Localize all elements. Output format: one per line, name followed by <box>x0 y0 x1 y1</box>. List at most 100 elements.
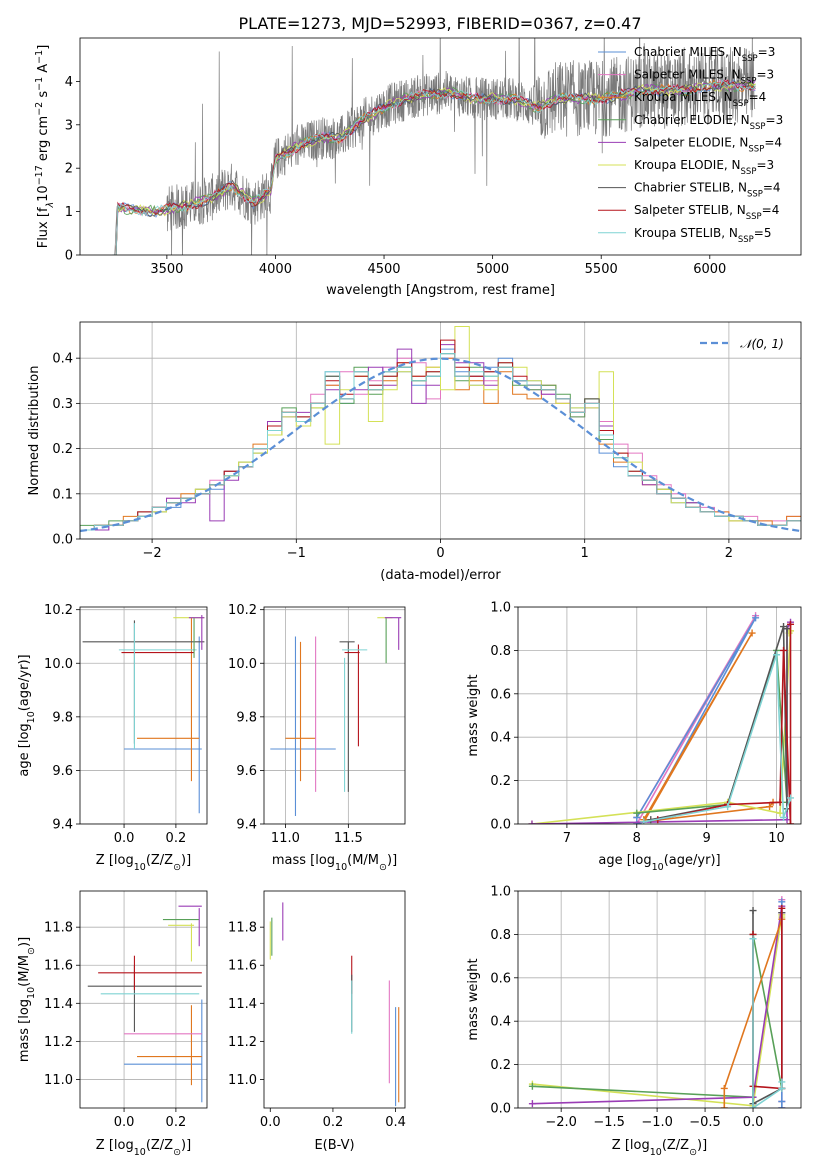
legend-n: =3 <box>766 113 784 127</box>
legend-entry: Chabrier MILES, NSSP=3 <box>634 45 775 64</box>
legend-n: =4 <box>749 90 767 104</box>
legend-entry: Chabrier STELIB, NSSP=4 <box>634 181 781 200</box>
weight-marker <box>766 803 774 811</box>
y-tick-label: 0.2 <box>490 1058 511 1073</box>
weight-marker <box>720 1104 728 1108</box>
plot-layer <box>518 891 801 1108</box>
weight-marker <box>778 1078 786 1086</box>
x-tick-label: −2 <box>143 546 162 561</box>
weight-marker <box>778 1084 786 1092</box>
axes-mass_vs_Z: 0.0 0.211.011.211.411.611.8Z [log10(Z/Z⊙)… <box>17 890 208 1158</box>
y-axis-label-part: )] <box>17 937 32 947</box>
legend-n: =5 <box>754 226 772 240</box>
y-tick-label: 0.2 <box>52 442 73 457</box>
axes-frame <box>517 606 802 825</box>
x-axis-label-part: 10 <box>650 1147 662 1158</box>
x-axis-label-part: (M/M <box>347 853 379 868</box>
plot-area <box>80 891 207 1108</box>
y-tick-label: 0.4 <box>490 1015 511 1030</box>
x-axis-label-part: ⊙ <box>689 1147 697 1158</box>
y-tick-label: 9.6 <box>52 764 73 779</box>
weight-marker <box>640 818 648 824</box>
x-tick-label: 6000 <box>693 262 726 277</box>
legend-n: =4 <box>762 203 780 217</box>
weight-marker <box>748 629 756 637</box>
y-axis-label-part: age [log <box>17 723 32 776</box>
y-axis-label-part: ] <box>36 45 51 50</box>
x-axis-label-part: (age/yr)] <box>664 853 721 868</box>
x-tick-label: 8 <box>633 831 641 846</box>
y-axis-label-part: −1 <box>34 77 45 91</box>
y-tick-label: 11.6 <box>228 959 257 974</box>
legend-sub: SSP <box>750 122 766 132</box>
plot-layer <box>80 322 801 539</box>
legend-n: =3 <box>756 68 774 82</box>
x-tick-label: −1 <box>287 546 306 561</box>
legend-n: =3 <box>758 45 776 59</box>
y-axis-label-part: −17 <box>34 165 45 185</box>
y-tick-label: 0.0 <box>490 818 511 833</box>
weight-marker <box>773 651 781 659</box>
x-axis-label-part: mass [log <box>272 853 335 868</box>
y-axis-label-part: 10 <box>36 185 51 202</box>
legend-text: Kroupa ELODIE, N <box>634 158 741 172</box>
plot-layer <box>80 891 207 1108</box>
legend-sub: SSP <box>741 167 757 177</box>
x-axis-label-part: (Z/Z <box>662 1138 689 1153</box>
figure-title: PLATE=1273, MJD=52993, FIBERID=0367, z=0… <box>238 14 641 33</box>
y-tick-label: 1.0 <box>490 601 511 616</box>
x-axis-label: wavelength [Angstrom, rest frame] <box>326 283 555 298</box>
legend-text: Salpeter MILES, N <box>634 68 741 82</box>
x-tick-label: −1.5 <box>593 1115 625 1130</box>
weight-marker <box>778 898 786 906</box>
y-axis-label-part: (M/M <box>17 955 32 987</box>
x-tick-label: 0.0 <box>114 1115 135 1130</box>
plot-area <box>518 607 801 824</box>
plot-layer <box>518 607 801 824</box>
legend-text: Kroupa MILES, N <box>634 90 733 104</box>
axes-frame <box>79 606 208 825</box>
x-axis-label-part: 10 <box>335 862 347 873</box>
x-axis-label-part: 10 <box>134 862 146 873</box>
weight-marker <box>720 1084 728 1092</box>
y-tick-label: 9.4 <box>52 818 73 833</box>
axes-frame <box>517 890 802 1109</box>
x-tick-label: 1 <box>581 546 589 561</box>
legend-text: Chabrier MILES, N <box>634 45 742 59</box>
y-axis-label-part: 10 <box>26 987 37 999</box>
y-tick-label: 0.4 <box>490 731 511 746</box>
y-tick-label: 0 <box>65 249 73 264</box>
weight-marker <box>528 1100 536 1108</box>
hist-kroupa-stelib <box>80 353 801 539</box>
y-tick-label: 10.2 <box>44 603 73 618</box>
y-tick-label: 11.4 <box>44 997 73 1012</box>
weight-marker <box>528 820 536 824</box>
x-tick-label: 0.0 <box>260 1115 281 1130</box>
x-tick-label: −1.0 <box>641 1115 673 1130</box>
legend-entry: Salpeter STELIB, NSSP=4 <box>634 203 779 222</box>
y-axis-label-part: A <box>36 64 51 77</box>
x-axis-label-part: (Z/Z <box>146 853 173 868</box>
legend-sub: SSP <box>742 54 758 64</box>
y-tick-label: 0.6 <box>490 687 511 702</box>
weight-marker <box>724 803 732 811</box>
y-tick-label: 11.0 <box>228 1073 257 1088</box>
axes-frame <box>79 37 802 256</box>
y-axis-label: Normed distribution <box>27 366 42 496</box>
x-axis-label: (data-model)/error <box>380 568 501 583</box>
x-tick-label: 0.0 <box>743 1115 764 1130</box>
y-axis-label-part: erg cm <box>36 116 51 165</box>
y-tick-label: 9.4 <box>236 818 257 833</box>
x-axis-label-part: )] <box>181 853 191 868</box>
model-spectrum-salpeter-elodie <box>112 79 756 255</box>
legend-text: Chabrier ELODIE, N <box>634 113 750 127</box>
weight-marker <box>752 614 760 622</box>
y-axis-label-part: λ <box>45 202 56 209</box>
legend-text: Salpeter ELODIE, N <box>634 135 748 149</box>
weight-marker <box>778 1097 786 1105</box>
y-tick-label: 11.2 <box>228 1035 257 1050</box>
legend-entry: Chabrier ELODIE, NSSP=3 <box>634 113 783 132</box>
